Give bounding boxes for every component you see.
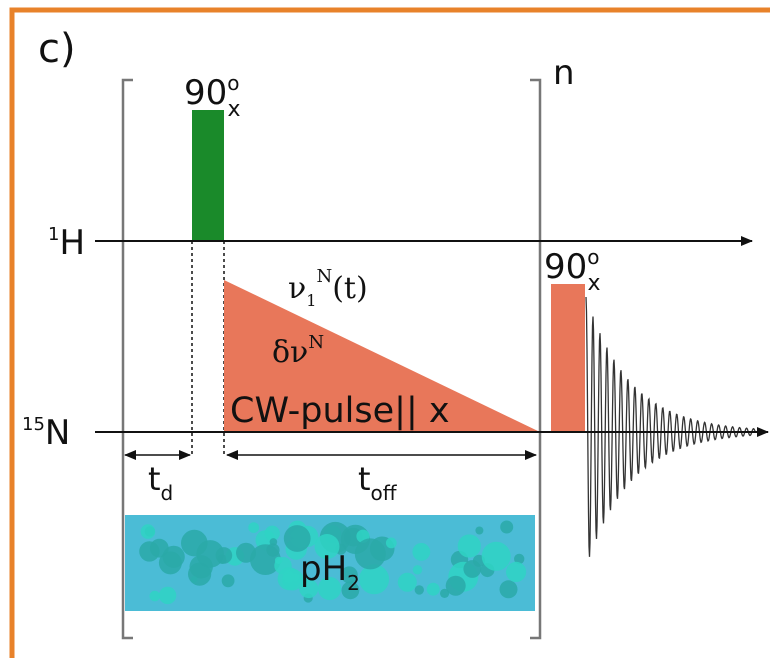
bubble: [159, 587, 176, 604]
fid-signal: [586, 297, 755, 557]
bubble: [412, 543, 430, 561]
bubble: [248, 522, 259, 533]
bubble: [482, 542, 511, 571]
bubble: [500, 521, 513, 534]
bubble: [506, 562, 526, 582]
bubble: [398, 573, 417, 592]
bubble: [355, 538, 386, 569]
bubble: [458, 534, 481, 557]
cw-amplitude: ν1N(t): [288, 266, 368, 310]
bubble: [236, 543, 256, 563]
delay-label: toff: [358, 460, 398, 505]
bubble: [463, 560, 481, 578]
panel-label: c): [38, 26, 76, 72]
bubble: [150, 591, 161, 602]
bubble: [415, 585, 424, 594]
page: {"panel_label":"c)","repeat_label":"n", …: [0, 0, 770, 658]
bubble: [266, 543, 279, 556]
bubble: [275, 557, 282, 564]
proton-pulse: [192, 110, 224, 241]
bubble: [386, 538, 397, 549]
bubble: [500, 580, 518, 598]
bubble: [141, 524, 156, 539]
bubble: [284, 525, 311, 552]
pulse-sequence-diagram: c) n 90ox 1H ν1N(t) δνN CW-pulse|| x 90o…: [0, 0, 770, 658]
delay-label: td: [148, 460, 173, 505]
repeat-label: n: [553, 53, 575, 93]
bubble: [446, 576, 466, 596]
bubble: [427, 583, 440, 596]
bubble: [216, 547, 233, 564]
bubble: [413, 565, 422, 574]
bubble: [222, 574, 235, 587]
nitrogen-pulse: [551, 284, 585, 432]
bubble: [475, 527, 483, 535]
bubble: [278, 567, 301, 590]
cw-label: CW-pulse|| x: [230, 391, 450, 431]
channel-label: 1H: [48, 223, 85, 263]
channel-label: 15N: [22, 413, 70, 453]
bubble: [163, 546, 185, 568]
